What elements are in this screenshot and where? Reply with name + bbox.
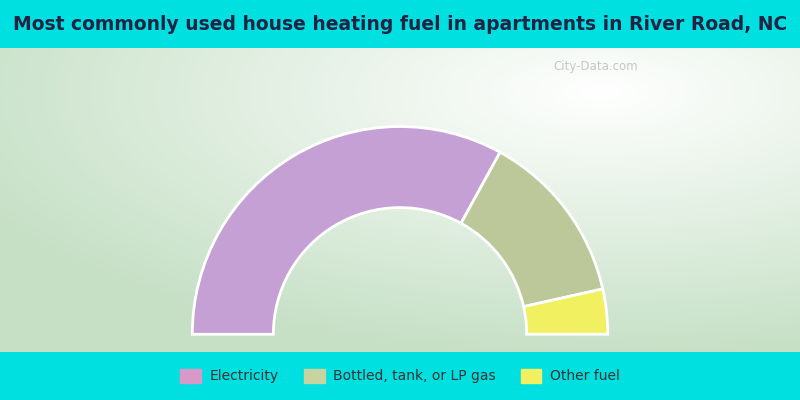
Wedge shape — [524, 289, 608, 334]
Wedge shape — [192, 126, 500, 334]
Legend: Electricity, Bottled, tank, or LP gas, Other fuel: Electricity, Bottled, tank, or LP gas, O… — [175, 363, 625, 389]
Text: City-Data.com: City-Data.com — [554, 60, 638, 73]
Text: Most commonly used house heating fuel in apartments in River Road, NC: Most commonly used house heating fuel in… — [13, 14, 787, 34]
Wedge shape — [461, 152, 602, 307]
